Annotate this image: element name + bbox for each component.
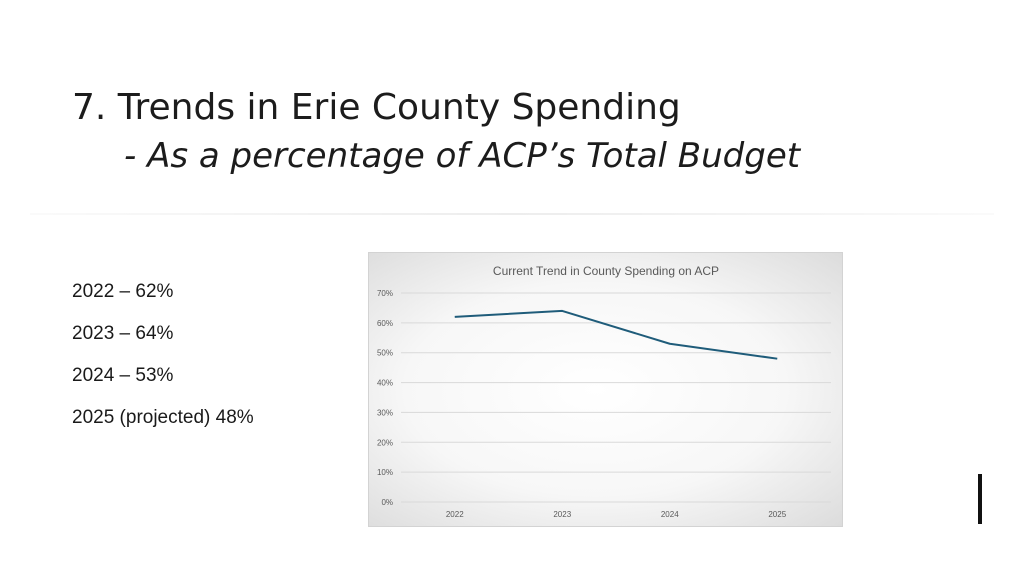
- spending-list: 2022 – 62% 2023 – 64% 2024 – 53% 2025 (p…: [72, 280, 254, 448]
- list-item-2024: 2024 – 53%: [72, 365, 174, 386]
- x-tick-label: 2023: [553, 510, 571, 519]
- slide-subtitle: - As a percentage of ACP’s Total Budget: [124, 136, 801, 176]
- list-item-2025: 2025 (projected) 48%: [72, 407, 254, 428]
- y-tick-label: 60%: [377, 319, 393, 328]
- list-item-2022: 2022 – 62%: [72, 281, 174, 302]
- y-tick-label: 0%: [381, 498, 393, 507]
- y-tick-label: 20%: [377, 438, 393, 447]
- line-chart: Current Trend in County Spending on ACP …: [368, 252, 843, 527]
- y-tick-label: 40%: [377, 379, 393, 388]
- slide-title-block: 7. Trends in Erie County Spending - As a…: [72, 84, 800, 180]
- y-tick-label: 10%: [377, 468, 393, 477]
- y-tick-label: 50%: [377, 349, 393, 358]
- text-cursor: [978, 474, 982, 524]
- x-tick-label: 2025: [768, 510, 786, 519]
- chart-title: Current Trend in County Spending on ACP: [493, 264, 719, 278]
- x-tick-label: 2022: [446, 510, 464, 519]
- y-tick-label: 30%: [377, 408, 393, 417]
- y-tick-label: 70%: [377, 289, 393, 298]
- title-divider: [30, 213, 994, 215]
- x-tick-label: 2024: [661, 510, 679, 519]
- series-line: [454, 309, 778, 360]
- line-chart-svg: Current Trend in County Spending on ACP …: [377, 264, 831, 519]
- slide-title: 7. Trends in Erie County Spending: [72, 87, 681, 128]
- list-item-2023: 2023 – 64%: [72, 323, 174, 344]
